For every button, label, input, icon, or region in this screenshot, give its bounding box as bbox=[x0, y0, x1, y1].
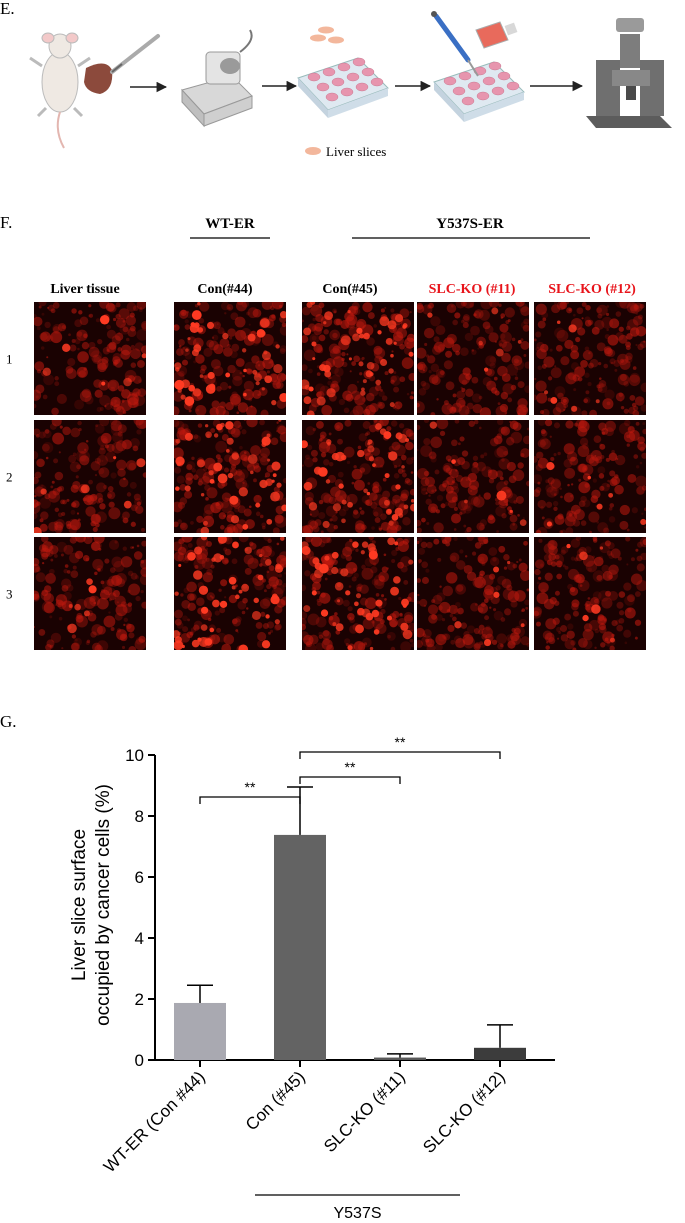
fluorescence-image bbox=[302, 420, 414, 533]
x-tick-label: SLC-KO (#11) bbox=[320, 1067, 409, 1156]
x-tick-label: SLC-KO (#12) bbox=[419, 1067, 509, 1157]
slice-icons bbox=[310, 26, 344, 44]
bar-chart: G. 0 2 4 6 8 10 Liver slice surface occupied by… bbox=[0, 712, 555, 1222]
row-label: 1 bbox=[6, 352, 13, 367]
mouse-icon bbox=[29, 32, 91, 149]
y-axis-label: Liver slice surface bbox=[69, 829, 90, 981]
y-tick-label: 6 bbox=[135, 868, 144, 887]
microscope-icon bbox=[586, 18, 672, 128]
significance-bracket bbox=[299, 751, 501, 759]
significance-label: ** bbox=[245, 779, 256, 795]
bar bbox=[174, 1002, 226, 1060]
fluorescence-image bbox=[34, 537, 146, 650]
panel-label: F. bbox=[0, 213, 12, 232]
group-label: Y537S bbox=[333, 1205, 381, 1222]
fluorescence-image bbox=[302, 302, 414, 415]
x-tick-label: Con (#45) bbox=[242, 1067, 309, 1134]
y-tick-label: 2 bbox=[135, 990, 144, 1009]
well-plate-icon bbox=[433, 61, 525, 122]
fluorescence-image bbox=[34, 302, 146, 415]
error-bar bbox=[487, 1024, 513, 1048]
column-header: Con(#44) bbox=[197, 282, 253, 297]
y-axis-label: occupied by cancer cells (%) bbox=[93, 784, 114, 1026]
error-bar bbox=[287, 786, 313, 835]
y-tick-label: 0 bbox=[135, 1051, 144, 1070]
fluorescence-image bbox=[174, 420, 286, 533]
fluorescence-image bbox=[417, 537, 529, 650]
well-plate-icon bbox=[297, 57, 389, 118]
fluorescence-image bbox=[34, 420, 146, 533]
fluorescence-image bbox=[417, 302, 529, 415]
error-bar bbox=[187, 984, 213, 1003]
image-panel: F. WT-ER Y537S-ER Liver tissue Con(#44) Co… bbox=[0, 213, 646, 650]
slice-legend-icon bbox=[305, 147, 321, 155]
significance-label: ** bbox=[395, 734, 406, 750]
column-header: SLC-KO (#12) bbox=[548, 282, 636, 297]
legend-label: Liver slices bbox=[326, 144, 386, 159]
scalpel-icon bbox=[110, 34, 160, 74]
group-label: WT-ER bbox=[205, 216, 255, 232]
workflow-schematic: E. bbox=[0, 0, 672, 159]
fluorescence-image bbox=[302, 537, 414, 650]
y-tick-label: 4 bbox=[135, 929, 144, 948]
fluorescence-image bbox=[534, 420, 646, 533]
significance-bracket bbox=[199, 796, 301, 804]
column-header: Liver tissue bbox=[50, 282, 119, 297]
slicer-icon bbox=[181, 29, 253, 128]
fluorescence-image bbox=[534, 537, 646, 650]
x-tick-label: WT-ER (Con #44) bbox=[100, 1067, 209, 1176]
fluorescence-image bbox=[174, 302, 286, 415]
y-tick-label: 8 bbox=[135, 807, 144, 826]
y-tick-label: 10 bbox=[125, 746, 144, 765]
row-label: 2 bbox=[6, 470, 13, 485]
bar bbox=[474, 1047, 526, 1060]
significance-bracket bbox=[299, 776, 401, 784]
significance-label: ** bbox=[345, 759, 356, 775]
fluorescence-image bbox=[174, 537, 286, 650]
fluorescence-image bbox=[534, 302, 646, 415]
bar bbox=[374, 1057, 426, 1060]
liver-icon bbox=[84, 63, 113, 94]
panel-label: E. bbox=[0, 0, 15, 18]
fluorescence-image bbox=[417, 420, 529, 533]
pipette-icon bbox=[431, 11, 479, 77]
column-header: Con(#45) bbox=[322, 282, 378, 297]
flask-icon bbox=[475, 21, 518, 49]
panel-label: G. bbox=[0, 712, 17, 731]
column-header: SLC-KO (#11) bbox=[429, 282, 516, 297]
row-label: 3 bbox=[6, 587, 13, 602]
bar bbox=[274, 834, 326, 1060]
error-bar bbox=[387, 1053, 413, 1058]
group-label: Y537S-ER bbox=[436, 216, 504, 232]
